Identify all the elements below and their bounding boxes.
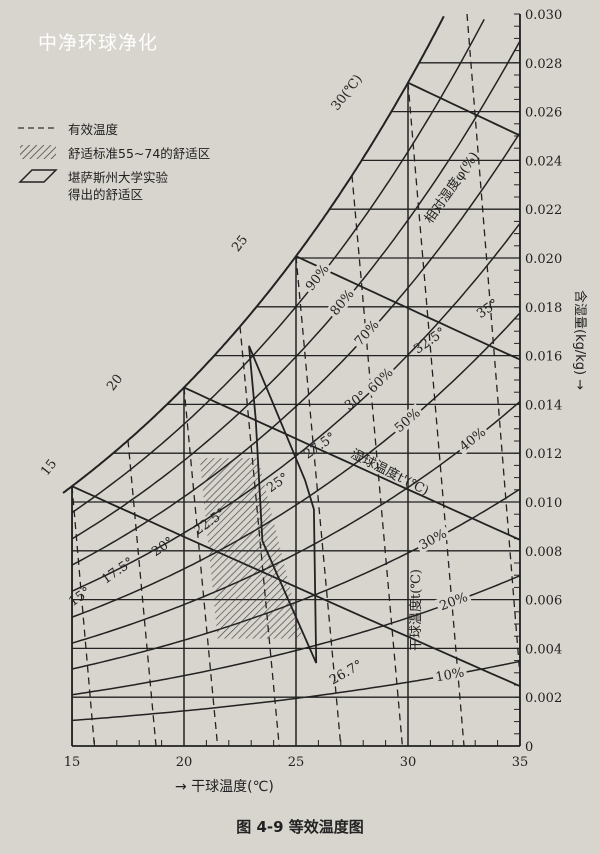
comfort-zone-kansas <box>248 345 318 664</box>
legend: 有效温度 舒适标准55~74的舒适区 堪萨斯州大学实验 得出的舒适区 <box>16 116 210 203</box>
hatch-icon <box>20 145 56 159</box>
saturation-temp-label: 30(℃) <box>329 72 366 114</box>
legend-label: 得出的舒适区 <box>68 187 144 202</box>
legend-item-kansas: 堪萨斯州大学实验 <box>16 164 210 188</box>
effective-temp-label: 30° <box>342 388 369 414</box>
saturation-curve <box>62 15 445 494</box>
legend-label: 堪萨斯州大学实验 <box>68 169 169 185</box>
comfort-zone-hatched <box>199 458 303 639</box>
dry-bulb-family-label: 干球温度t(℃) <box>408 569 424 651</box>
label-background <box>431 663 468 685</box>
legend-item-effective-temp: 有效温度 <box>16 116 210 140</box>
watermark: 中净环球净化 <box>38 32 159 54</box>
y-axis-label: 含湿量(kg/kg) → <box>572 290 587 391</box>
y-tick-label: 0.008 <box>525 545 562 560</box>
effective-temp-label: 25° <box>264 470 291 496</box>
effective-temp-line-30 <box>407 82 465 746</box>
y-tick-label: 0.024 <box>525 154 562 169</box>
label-background <box>434 588 473 615</box>
effective-temp-label: 35° <box>474 296 501 322</box>
parallelogram-icon <box>18 169 58 183</box>
y-tick-label: 0.006 <box>525 594 562 609</box>
effective-temp-label: 32.5° <box>411 325 449 358</box>
axes <box>71 13 521 747</box>
x-tick-label: 15 <box>64 755 81 770</box>
wet-bulb-line-15 <box>72 485 520 688</box>
chart-marks <box>62 15 445 664</box>
effective-temp-line-25 <box>295 256 342 746</box>
rh-curve-50 <box>72 312 520 618</box>
y-tick-label: 0.026 <box>525 106 562 121</box>
effective-temp-label: 15° <box>66 584 93 610</box>
wet-bulb-family-label: 湿球温度t'(℃) <box>348 446 431 499</box>
wet-bulb-line-25 <box>295 255 520 361</box>
effective-temp-label: 17.5° <box>99 555 137 588</box>
effective-temp-line-15 <box>72 486 96 746</box>
wet-bulb-line-20 <box>183 386 520 541</box>
rh-curve-40 <box>72 400 520 644</box>
label-background <box>362 362 398 398</box>
label-background <box>389 403 426 437</box>
y-tick-label: 0.002 <box>525 691 562 706</box>
legend-item-comfort-standard: 舒适标准55~74的舒适区 <box>16 140 210 164</box>
grid-lines <box>72 14 520 746</box>
dashed-line-icon <box>18 127 58 129</box>
y-tick-label: 0.020 <box>525 252 562 267</box>
rh-curve-80 <box>72 40 520 540</box>
y-tick-label: 0 <box>525 740 533 755</box>
rh-curve-90 <box>72 19 485 514</box>
rh-curve-70 <box>72 132 520 566</box>
effective-temp-line-32.5 <box>466 14 520 685</box>
y-tick-label: 0.004 <box>525 642 562 657</box>
y-tick-label: 0.010 <box>525 496 562 511</box>
effective-temp-line-20 <box>183 387 219 746</box>
y-tick-label: 0.014 <box>525 398 562 413</box>
rh-curve-60 <box>72 222 520 592</box>
label-background <box>454 422 491 456</box>
y-tick-label: 0.030 <box>525 8 562 23</box>
x-tick-label: 30 <box>400 755 417 770</box>
saturation-temp-label: 20 <box>104 372 126 394</box>
effective-temp-label: 20° <box>149 534 176 560</box>
effective-temp-label: 26.7° <box>327 658 365 689</box>
wet-bulb-line-30 <box>407 81 520 137</box>
rh-label: 20% <box>438 590 470 614</box>
figure-caption: 图 4-9 等效温度图 <box>236 818 364 836</box>
effective-temp-line-17.5 <box>127 440 157 746</box>
y-tick-label: 0.012 <box>525 447 562 462</box>
y-tick-label: 0.028 <box>525 57 562 72</box>
label-background <box>325 284 359 321</box>
effective-temp-label: 27.5° <box>301 430 339 463</box>
legend-label: 有效温度 <box>68 121 119 137</box>
x-tick-label: 35 <box>512 755 529 770</box>
y-tick-label: 0.022 <box>525 203 562 218</box>
x-tick-label: 20 <box>176 755 193 770</box>
saturation-temp-label: 25 <box>229 233 251 255</box>
label-background <box>349 315 384 351</box>
saturation-temp-label: 15 <box>38 457 60 479</box>
x-tick-label: 25 <box>288 755 305 770</box>
y-tick-label: 0.018 <box>525 301 562 316</box>
label-background <box>300 259 334 296</box>
label-background <box>414 524 452 554</box>
x-axis-label: → 干球温度(℃) <box>175 779 274 795</box>
legend-label: 舒适标准55~74的舒适区 <box>68 145 211 161</box>
y-tick-label: 0.016 <box>525 350 562 365</box>
rh-label: 10% <box>434 665 465 685</box>
